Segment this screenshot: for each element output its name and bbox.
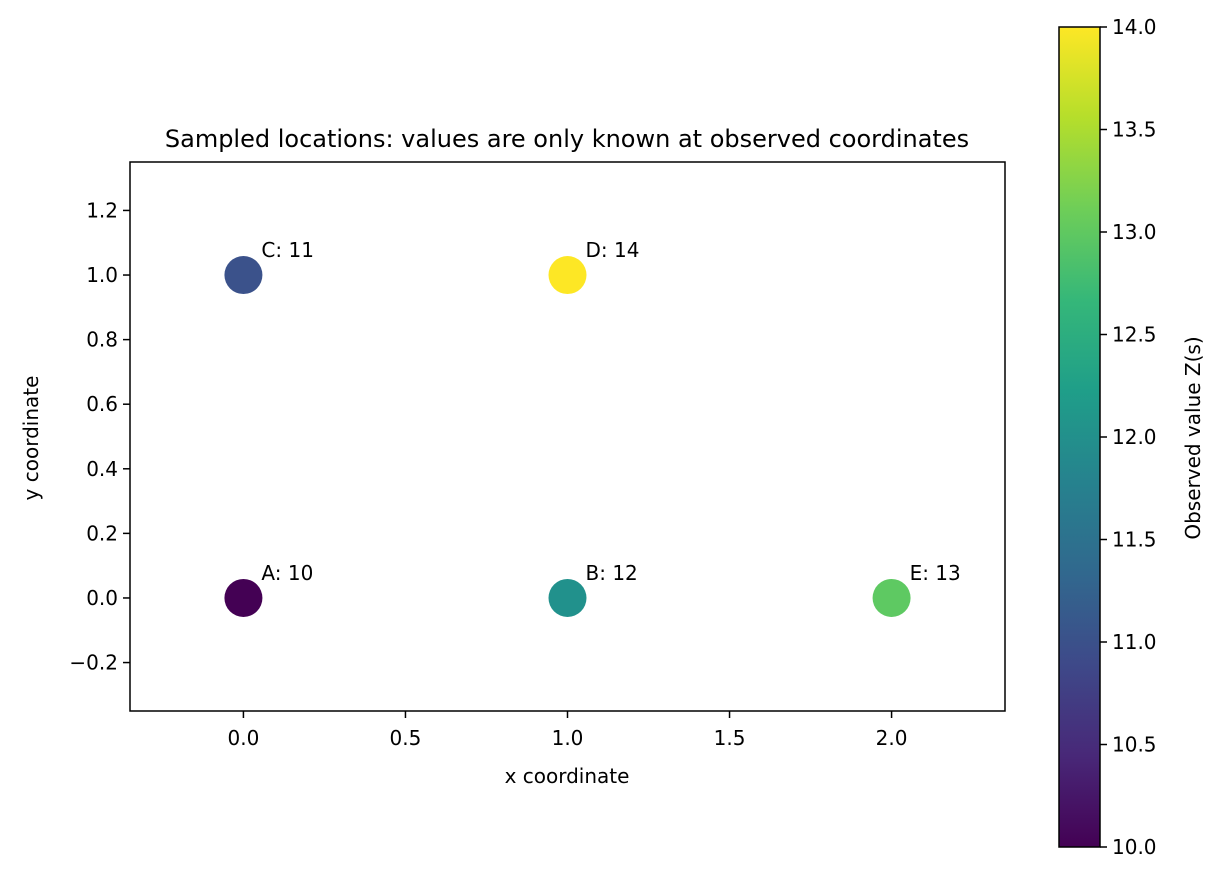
colorbar-tick-label: 14.0 bbox=[1112, 15, 1157, 39]
y-tick-label: −0.2 bbox=[69, 651, 118, 675]
chart-title: Sampled locations: values are only known… bbox=[165, 125, 969, 153]
x-tick-label: 0.0 bbox=[228, 726, 260, 750]
data-point bbox=[872, 578, 911, 617]
data-point bbox=[548, 256, 587, 295]
y-tick-label: 0.8 bbox=[86, 328, 118, 352]
y-tick-label: 1.2 bbox=[86, 198, 118, 222]
point-label: E: 13 bbox=[910, 561, 961, 585]
plot-area: 0.0 0.5 1.0 1.5 2.0 −0.2 0.0 0.2 0.4 0.6 0.8 1.0 1.… bbox=[69, 161, 1006, 750]
colorbar-gradient bbox=[1058, 26, 1101, 848]
colorbar-tick-label: 13.0 bbox=[1112, 220, 1157, 244]
colorbar-ticks: 10.0 10.5 11.0 11.5 12.0 12.5 13.0 13.5 14.0 bbox=[1100, 15, 1157, 859]
colorbar-tick-label: 11.0 bbox=[1112, 630, 1157, 654]
data-points: A: 10 B: 12 C: 11 D: 14 E: 13 bbox=[224, 238, 961, 617]
data-point bbox=[224, 578, 263, 617]
data-point bbox=[224, 256, 263, 295]
point-label: C: 11 bbox=[261, 238, 314, 262]
point-label: A: 10 bbox=[261, 561, 313, 585]
y-axis-ticks: −0.2 0.0 0.2 0.4 0.6 0.8 1.0 1.2 bbox=[69, 198, 130, 675]
data-point bbox=[548, 578, 587, 617]
colorbar: 10.0 10.5 11.0 11.5 12.0 12.5 13.0 13.5 14.0 Obs… bbox=[1058, 15, 1205, 859]
y-tick-label: 0.0 bbox=[86, 586, 118, 610]
plot-frame bbox=[129, 161, 1006, 712]
colorbar-tick-label: 12.0 bbox=[1112, 425, 1157, 449]
y-tick-label: 1.0 bbox=[86, 263, 118, 287]
colorbar-label: Observed value Z(s) bbox=[1181, 336, 1205, 539]
x-tick-label: 1.5 bbox=[714, 726, 746, 750]
x-axis-ticks: 0.0 0.5 1.0 1.5 2.0 bbox=[228, 711, 908, 750]
colorbar-tick-label: 11.5 bbox=[1112, 528, 1157, 552]
colorbar-tick-label: 10.5 bbox=[1112, 733, 1157, 757]
y-axis-title: y coordinate bbox=[19, 376, 43, 501]
y-tick-label: 0.4 bbox=[86, 457, 118, 481]
colorbar-tick-label: 10.0 bbox=[1112, 835, 1157, 859]
point-label: B: 12 bbox=[586, 561, 638, 585]
y-tick-label: 0.6 bbox=[86, 392, 118, 416]
colorbar-tick-label: 13.5 bbox=[1112, 118, 1157, 142]
y-tick-label: 0.2 bbox=[86, 521, 118, 545]
x-tick-label: 1.0 bbox=[552, 726, 584, 750]
x-axis-title: x coordinate bbox=[505, 764, 630, 788]
colorbar-tick-label: 12.5 bbox=[1112, 323, 1157, 347]
point-label: D: 14 bbox=[586, 238, 640, 262]
x-tick-label: 2.0 bbox=[876, 726, 908, 750]
x-tick-label: 0.5 bbox=[390, 726, 422, 750]
